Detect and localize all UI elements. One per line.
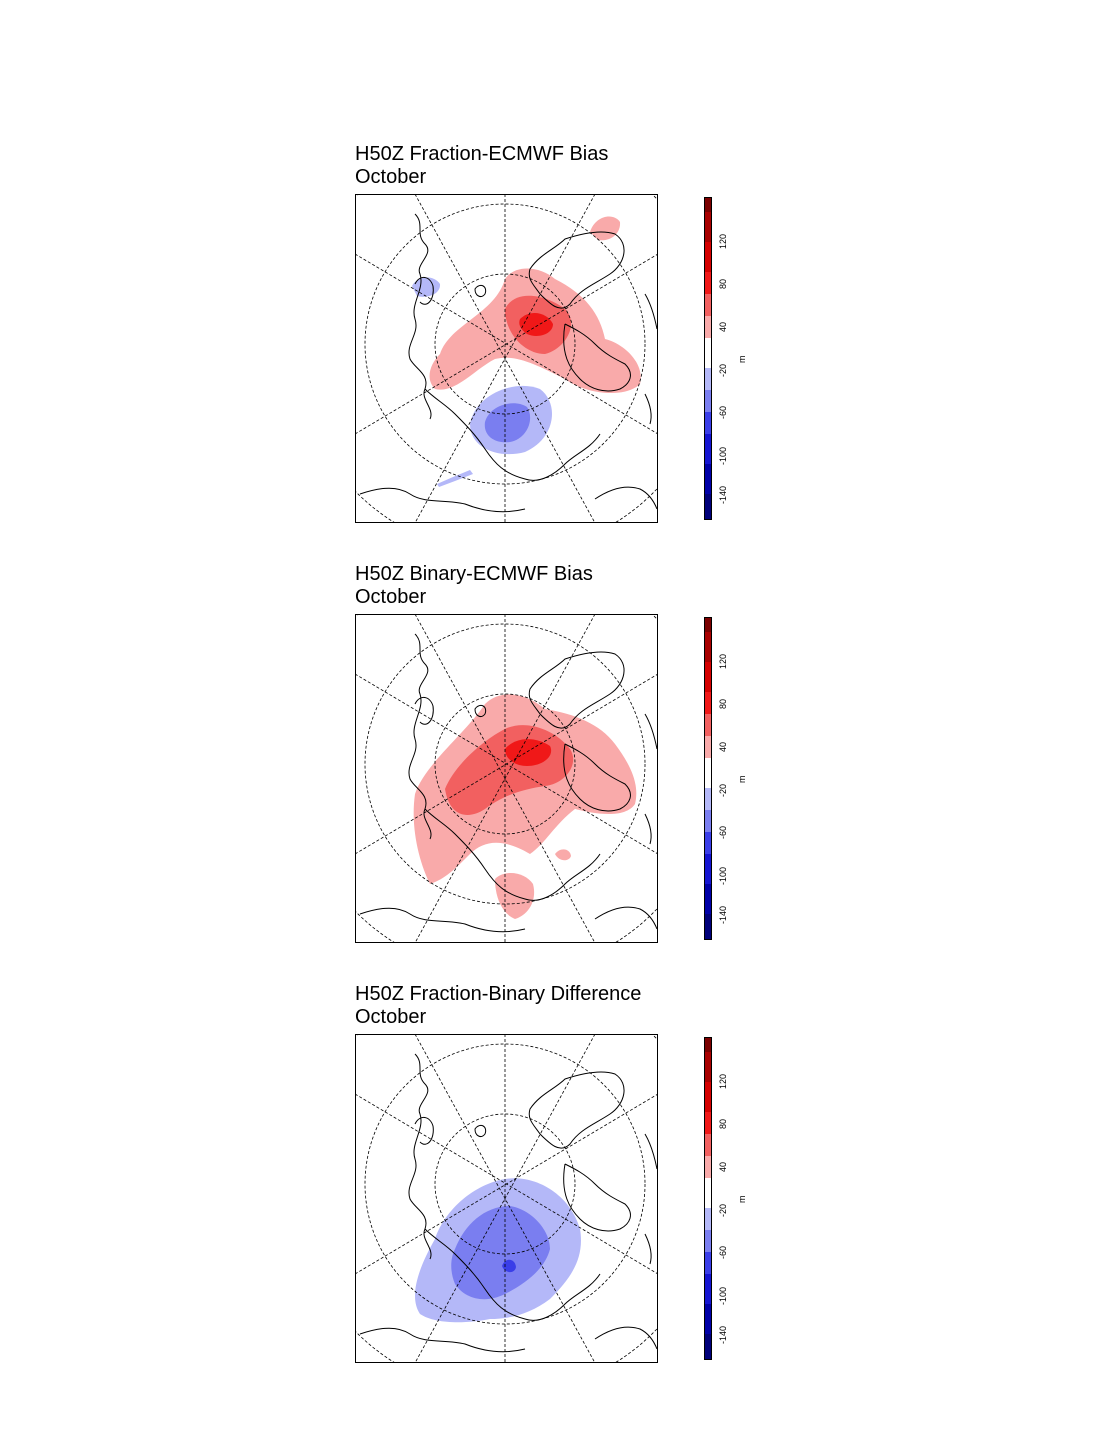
colorbar-swatch [704,914,712,940]
colorbar-swatch [704,810,712,832]
colorbar-swatch [704,494,712,520]
coastlines [359,633,658,933]
colorbar-swatch [704,758,712,788]
colorbar-label: -100 [718,446,728,465]
cold-bias-max [502,1259,516,1273]
colorbar-swatch [704,617,712,632]
colorbar-outline [704,197,712,520]
colorbar-label: -60 [718,1245,728,1259]
colorbar-swatch [704,316,712,338]
colorbar-swatch [704,1037,712,1052]
cold-bias-streak [437,470,473,487]
colorbar-swatch [704,368,712,390]
bias-shading [412,216,641,487]
colorbar-label: -140 [718,485,728,504]
colorbar-swatch [704,832,712,854]
colorbar-label: 120 [718,653,728,669]
panel-subtitle: October [355,166,427,188]
colorbar-swatch [704,1274,712,1304]
colorbar-label: -140 [718,1325,728,1344]
colorbar-swatch [704,1178,712,1208]
colorbar-label: -60 [718,825,728,839]
colorbar-label: 40 [718,741,728,752]
colorbar: 120 80 40 -20 -60 -100 -140 m [704,1037,747,1360]
colorbar-label: -20 [718,363,728,377]
polar-map [355,614,658,943]
graticule [355,194,658,523]
colorbar-swatch [704,242,712,272]
colorbar-label: -100 [718,866,728,885]
panel-title: H50Z Binary-ECMWF Bias [355,563,593,585]
colorbar-swatch [704,692,712,714]
graticule [355,614,658,943]
bias-shading [415,1178,581,1323]
colorbar-label: 80 [718,698,728,709]
coastlines [359,1053,658,1353]
colorbar-label: 120 [718,1073,728,1089]
colorbar-outline [704,617,712,940]
polar-map [355,1034,658,1363]
colorbar-swatch [704,854,712,884]
colorbar-swatch [704,197,712,212]
colorbar-swatch [704,390,712,412]
colorbar-label: -20 [718,1203,728,1217]
colorbar-swatch [704,1304,712,1334]
panel-title: H50Z Fraction-Binary Difference [355,983,642,1005]
colorbar-swatch [704,714,712,736]
warm-bias-small [555,849,571,861]
colorbar-swatch [704,1252,712,1274]
colorbar-label: -20 [718,783,728,797]
warm-bias-northeast [590,216,621,241]
colorbar-swatch [704,1082,712,1112]
panel-title: H50Z Fraction-ECMWF Bias [355,143,609,165]
colorbar-swatch [704,1134,712,1156]
graticule [355,1034,658,1363]
cold-bias-core [451,1206,550,1300]
colorbar-label: -140 [718,905,728,924]
colorbar-swatch [704,412,712,434]
colorbar-label: 80 [718,278,728,289]
colorbar-label: 120 [718,233,728,249]
colorbar-swatch [704,434,712,464]
colorbar-swatch [704,338,712,368]
polar-map [355,194,658,523]
colorbar-outline [704,1037,712,1360]
colorbar-swatch [704,1156,712,1178]
colorbar-label: 40 [718,1161,728,1172]
colorbar-unit: m [737,1195,747,1204]
colorbar-label: 80 [718,1118,728,1129]
colorbar-swatch [704,662,712,692]
colorbar-swatch [704,1208,712,1230]
colorbar-swatch [704,1334,712,1360]
panel-subtitle: October [355,1006,427,1028]
colorbar-swatch [704,1052,712,1082]
colorbar-swatch [704,294,712,316]
colorbar-swatch [704,788,712,810]
colorbar-swatch [704,632,712,662]
colorbar-label: 40 [718,321,728,332]
colorbar-swatch [704,272,712,294]
colorbar-unit: m [737,775,747,784]
coastlines [359,213,658,513]
colorbar: 120 80 40 -20 -60 -100 -140 m [704,197,747,520]
cold-bias-core [484,403,531,443]
colorbar-swatch [704,1230,712,1252]
colorbar-label: -100 [718,1286,728,1305]
warm-bias-max [505,739,552,766]
colorbar: 120 80 40 -20 -60 -100 -140 m [704,617,747,940]
colorbar-swatch [704,884,712,914]
panel-subtitle: October [355,586,427,608]
colorbar-unit: m [737,355,747,364]
colorbar-swatch [704,212,712,242]
colorbar-swatch [704,1112,712,1134]
colorbar-swatch [704,736,712,758]
warm-bias-max [519,312,553,336]
colorbar-label: -60 [718,405,728,419]
colorbar-swatch [704,464,712,494]
